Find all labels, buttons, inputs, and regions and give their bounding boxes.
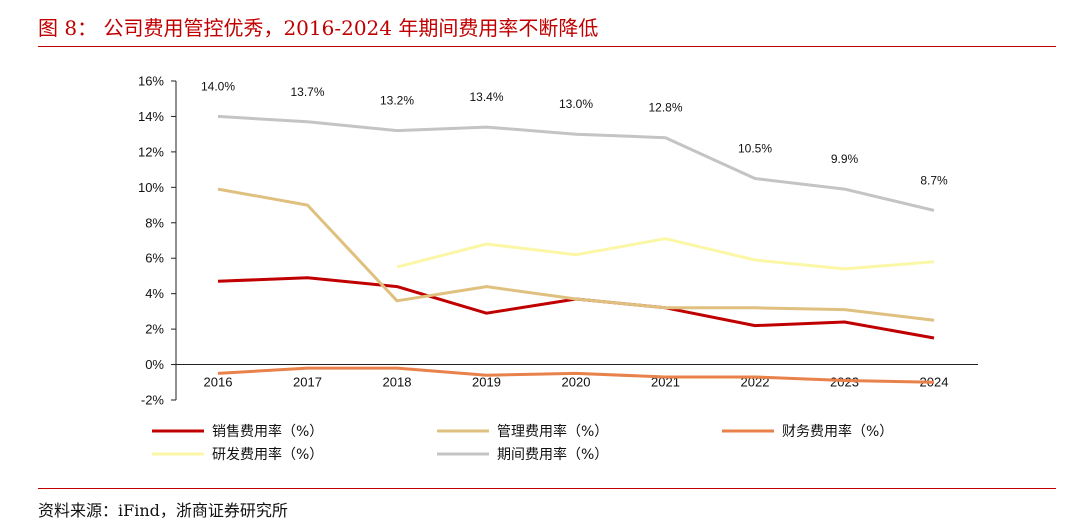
series-line-2	[217, 366, 935, 384]
chart-lines	[217, 114, 935, 384]
y-tick-label: 6%	[145, 251, 164, 266]
y-tick-label: 8%	[145, 215, 164, 230]
chart-data-labels: 14.0% 13.7% 13.2% 13.4% 13.0% 12.8% 10.5% 9.9% 8…	[201, 79, 948, 187]
legend-label: 期间费用率（%）	[497, 446, 608, 463]
y-tick-label: 0%	[145, 357, 164, 372]
data-label: 10.5%	[738, 141, 772, 155]
y-tick-label: 16%	[138, 74, 164, 89]
y-tick-label: 12%	[138, 144, 164, 159]
y-tick-label: 4%	[145, 286, 164, 301]
y-tick-label: 10%	[138, 180, 164, 195]
chart-axes: 16% 14% 12% 10% 8% 6% 4% 2% 0% -2% 2016 2017 2018 201…	[138, 74, 978, 408]
legend-label: 财务费用率（%）	[782, 423, 893, 440]
data-label: 14.0%	[201, 79, 235, 93]
x-tick-label: 2016	[204, 375, 233, 390]
chart-legend: 销售费用率（%） 管理费用率（%） 财务费用率（%） 研发费用率（%） 期间费用率（%）	[152, 423, 893, 463]
x-tick-label: 2018	[383, 375, 412, 390]
title-divider	[38, 46, 1056, 47]
y-tick-label: 14%	[138, 109, 164, 124]
x-tick-label: 2023	[830, 375, 859, 390]
series-line-1	[217, 187, 935, 322]
data-label: 13.2%	[380, 94, 414, 108]
legend-label: 销售费用率（%）	[212, 423, 323, 440]
legend-label: 管理费用率（%）	[497, 423, 608, 440]
data-label: 13.4%	[469, 90, 503, 104]
x-tick-label: 2019	[472, 375, 501, 390]
data-label: 9.9%	[831, 152, 859, 166]
x-tick-label: 2017	[293, 375, 322, 390]
data-label: 13.7%	[290, 85, 324, 99]
figure-title: 图 8： 公司费用管控优秀，2016-2024 年期间费用率不断降低	[38, 16, 599, 40]
series-line-4	[217, 114, 935, 212]
data-label: 8.7%	[920, 173, 948, 187]
data-label: 13.0%	[559, 97, 593, 111]
y-tick-label: -2%	[141, 393, 165, 408]
y-tick-label: 2%	[145, 322, 164, 337]
legend-label: 研发费用率（%）	[212, 446, 323, 463]
series-line-3	[396, 237, 935, 271]
source-note: 资料来源：iFind，浙商证券研究所	[38, 501, 288, 520]
data-label: 12.8%	[648, 101, 682, 115]
source-divider	[38, 488, 1056, 489]
x-tick-label: 2020	[562, 375, 591, 390]
